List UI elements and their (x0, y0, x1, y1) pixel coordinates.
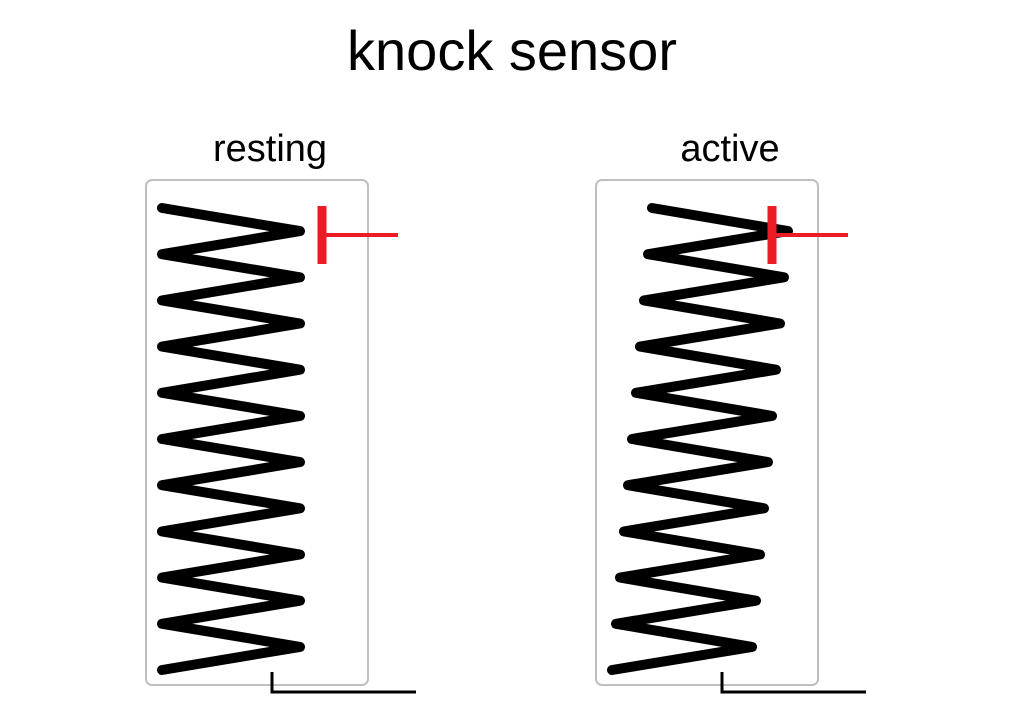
panel-label-active: active (620, 128, 840, 171)
panel-label-resting: resting (160, 128, 380, 171)
diagram-svg (0, 0, 1024, 709)
